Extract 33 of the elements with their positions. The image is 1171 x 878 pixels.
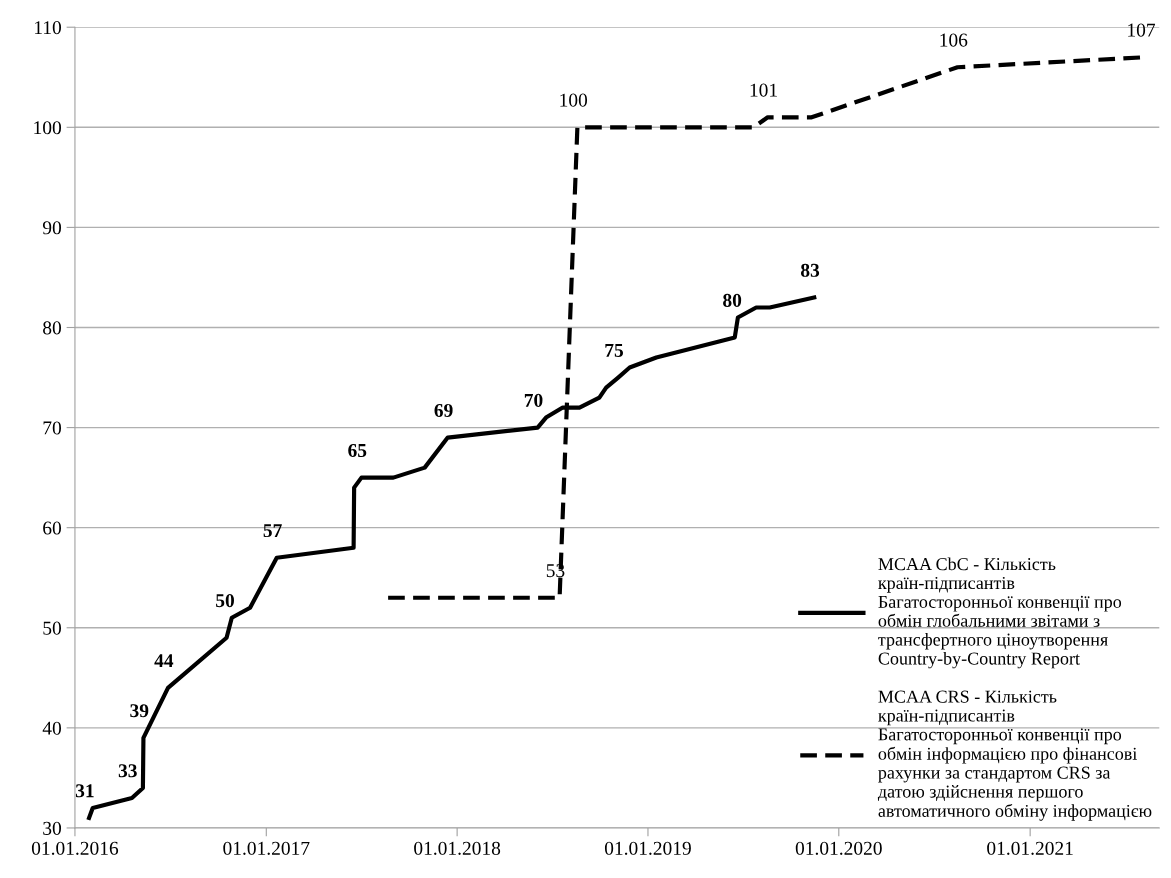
x-tick-label: 01.01.2019 [604, 841, 691, 855]
y-tick-label: 100 [34, 121, 62, 135]
y-tick-label: 50 [43, 621, 62, 635]
y-tick-label: 80 [43, 321, 62, 335]
data-label: 57 [263, 524, 282, 538]
data-label: 50 [216, 594, 234, 608]
y-tick-label: 70 [43, 421, 62, 435]
y-tick-label: 40 [42, 721, 62, 735]
data-label: 39 [130, 704, 149, 718]
data-label: 33 [118, 764, 137, 778]
y-tick-label: 110 [35, 21, 62, 35]
y-tick-label: 30 [43, 821, 62, 835]
data-label: 101 [750, 83, 777, 97]
data-label: 107 [1128, 23, 1156, 37]
legend-label: MCAA CRS - Кількість країн-підписантів Багатосторонньої конвенції про обмін інформацією про фінансові рахунки за стандартом CRS за датою здійснення першого автоматичного обміну інформацією [877, 690, 1152, 821]
x-tick-label: 01.01.2017 [223, 841, 310, 855]
y-tick-label: 90 [42, 221, 62, 235]
data-label: 75 [605, 344, 624, 357]
x-tick-label: 01.01.2021 [987, 841, 1073, 855]
x-tick-label: 01.01.2020 [795, 841, 882, 855]
data-label: 100 [560, 93, 588, 107]
data-label: 44 [154, 654, 174, 668]
x-tick-label: 01.01.2018 [414, 841, 501, 855]
data-label: 83 [800, 263, 820, 277]
y-tick-label: 60 [43, 521, 62, 535]
x-tick-label: 01.01.2016 [31, 841, 119, 855]
data-label: 80 [723, 293, 742, 307]
data-label: 69 [434, 403, 453, 417]
data-label: 106 [940, 33, 968, 47]
legend-label: MCAA CbC - Кількість країн-підписантів Багатосторонньої конвенції про обмін глобальними звітами з трансфертного ціноутворення Country-by-Country Report [878, 557, 1122, 669]
data-label: 31 [75, 784, 94, 798]
data-label: 70 [524, 393, 543, 407]
data-label: 65 [348, 443, 367, 458]
